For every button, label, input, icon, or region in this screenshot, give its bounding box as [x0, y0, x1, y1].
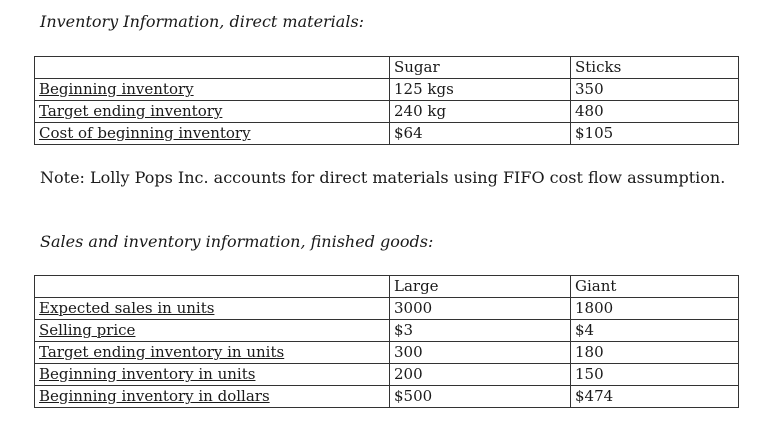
sugar-value: $64: [389, 122, 571, 145]
sugar-value: 240 kg: [389, 100, 571, 123]
finished-goods-table: Large Giant Expected sales in units 3000…: [34, 275, 739, 408]
table-row: Target ending inventory 240 kg 480: [34, 100, 739, 123]
fifo-note: Note: Lolly Pops Inc. accounts for direc…: [40, 168, 726, 187]
giant-value: $474: [570, 385, 739, 408]
materials-table: Sugar Sticks Beginning inventory 125 kgs…: [34, 56, 739, 145]
sticks-value: 480: [570, 100, 739, 123]
table-row: Beginning inventory in units 200 150: [34, 363, 739, 386]
table-row: Cost of beginning inventory $64 $105: [34, 122, 739, 145]
table-row: Beginning inventory in dollars $500 $474: [34, 385, 739, 408]
header-cell-sugar: Sugar: [389, 56, 571, 79]
sticks-value: $105: [570, 122, 739, 145]
table-header-row: Sugar Sticks: [34, 56, 739, 79]
table-row: Selling price $3 $4: [34, 319, 739, 342]
table-row: Expected sales in units 3000 1800: [34, 297, 739, 320]
table-row: Beginning inventory 125 kgs 350: [34, 78, 739, 101]
giant-value: 150: [570, 363, 739, 386]
giant-value: 180: [570, 341, 739, 364]
large-value: $500: [389, 385, 571, 408]
table-row: Target ending inventory in units 300 180: [34, 341, 739, 364]
header-cell-large: Large: [389, 275, 571, 298]
large-value: 3000: [389, 297, 571, 320]
table-header-row: Large Giant: [34, 275, 739, 298]
row-label: Beginning inventory in units: [34, 363, 390, 386]
large-value: 300: [389, 341, 571, 364]
row-label: Expected sales in units: [34, 297, 390, 320]
row-label: Cost of beginning inventory: [34, 122, 390, 145]
row-label: Target ending inventory in units: [34, 341, 390, 364]
large-value: 200: [389, 363, 571, 386]
row-label: Beginning inventory: [34, 78, 390, 101]
header-cell-giant: Giant: [570, 275, 739, 298]
giant-value: $4: [570, 319, 739, 342]
large-value: $3: [389, 319, 571, 342]
materials-heading: Inventory Information, direct materials:: [40, 12, 365, 31]
row-label: Selling price: [34, 319, 390, 342]
row-label: Target ending inventory: [34, 100, 390, 123]
header-cell-blank: [34, 56, 390, 79]
sugar-value: 125 kgs: [389, 78, 571, 101]
header-cell-blank: [34, 275, 390, 298]
header-cell-sticks: Sticks: [570, 56, 739, 79]
sticks-value: 350: [570, 78, 739, 101]
giant-value: 1800: [570, 297, 739, 320]
row-label: Beginning inventory in dollars: [34, 385, 390, 408]
finished-goods-heading: Sales and inventory information, finishe…: [40, 232, 434, 251]
